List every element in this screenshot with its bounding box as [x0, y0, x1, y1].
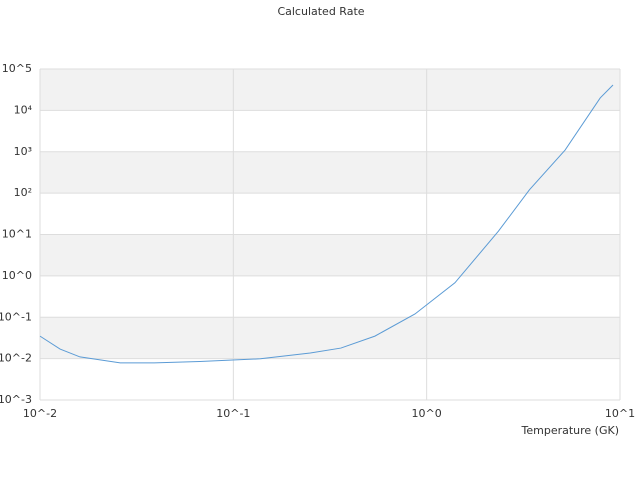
y-tick-label: 10^-3: [0, 393, 32, 406]
y-tick-label: 10^1: [2, 228, 32, 241]
plot-band: [40, 317, 620, 359]
y-tick-label: 10³: [14, 145, 32, 158]
y-tick-label: 10²: [14, 186, 32, 199]
plot-band: [40, 234, 620, 276]
data-line: [39, 84, 614, 364]
y-tick-label: 10^5: [2, 62, 32, 75]
y-tick-label: 10^0: [2, 269, 32, 282]
x-tick-label: 10^-2: [23, 407, 57, 420]
y-tick-label: 10^-1: [0, 310, 32, 323]
x-tick-label: 10^0: [412, 407, 442, 420]
plot-band: [40, 69, 620, 111]
plot-band: [40, 151, 620, 194]
y-tick-label: 10⁴: [14, 103, 33, 116]
x-axis-label: Temperature (GK): [521, 424, 620, 437]
x-tick-label: 10^-1: [216, 407, 250, 420]
chart-title: Calculated Rate: [277, 5, 364, 18]
y-tick-label: 10^-2: [0, 352, 32, 365]
x-tick-label: 10^1: [605, 407, 635, 420]
